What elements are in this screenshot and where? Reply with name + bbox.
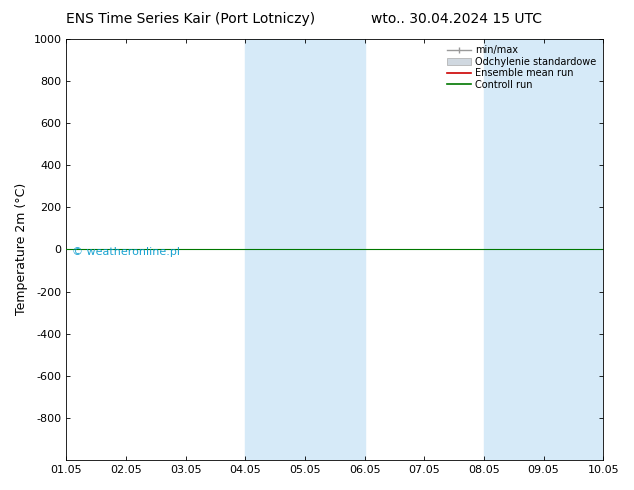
Legend: min/max, Odchylenie standardowe, Ensemble mean run, Controll run: min/max, Odchylenie standardowe, Ensembl… [445,44,598,92]
Bar [245,39,305,460]
Text: ENS Time Series Kair (Port Lotniczy): ENS Time Series Kair (Port Lotniczy) [66,12,314,26]
Y-axis label: Temperature 2m (°C): Temperature 2m (°C) [15,183,28,316]
Text: © weatheronline.pl: © weatheronline.pl [72,247,180,257]
Text: wto.. 30.04.2024 15 UTC: wto.. 30.04.2024 15 UTC [371,12,542,26]
Bar [305,39,365,460]
Bar [543,39,603,460]
Bar [484,39,543,460]
